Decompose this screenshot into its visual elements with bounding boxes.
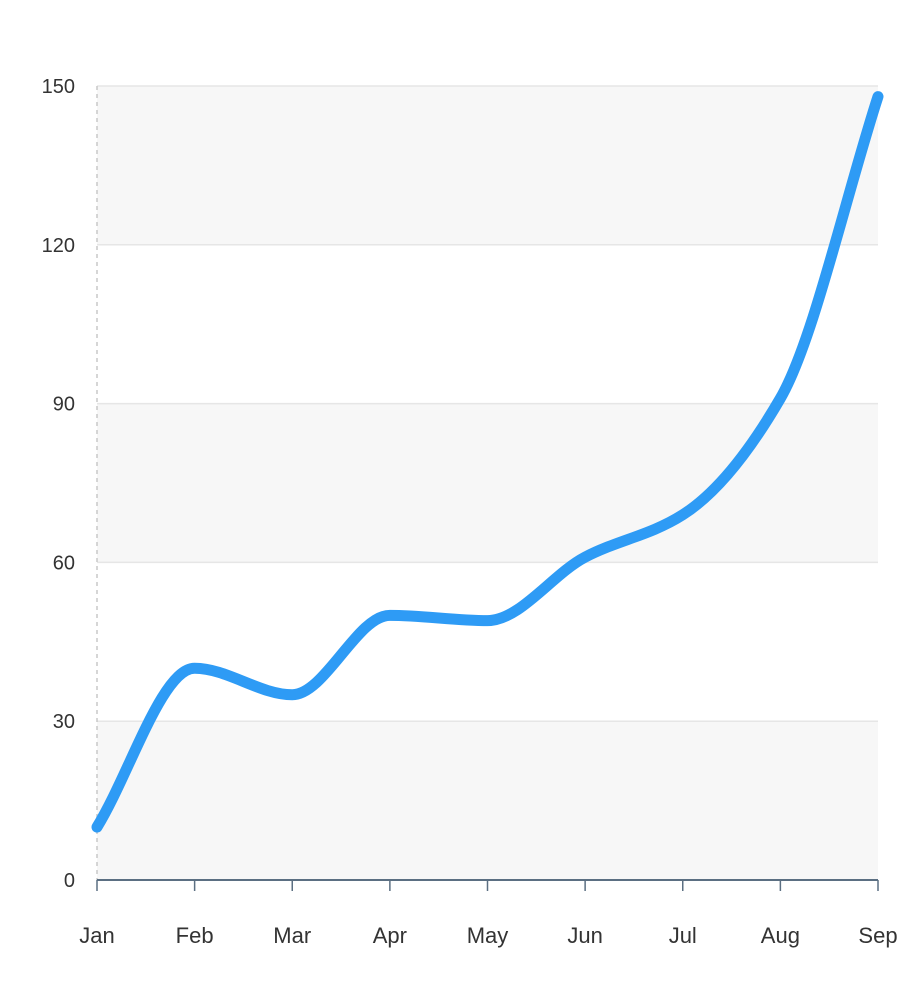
x-tick-label: Jun: [567, 923, 602, 948]
series-group: [91, 91, 884, 833]
y-tick-label: 90: [53, 394, 75, 416]
x-axis-labels: Jan Feb Mar Apr May Jun Jul Aug Sep: [79, 923, 897, 948]
x-tick-label: Mar: [273, 923, 311, 948]
x-tick-label: Sep: [858, 923, 897, 948]
data-point: [291, 694, 293, 696]
x-tick-label: Jul: [669, 923, 697, 948]
gridlines: [97, 85, 878, 722]
x-tick-label: May: [467, 923, 509, 948]
x-tick-label: Jan: [79, 923, 114, 948]
data-point: [584, 556, 586, 558]
plot-band: [97, 86, 878, 245]
y-axis-labels: 0 30 60 90 120 150: [42, 76, 75, 892]
data-point: [389, 614, 391, 616]
data-point: [779, 397, 781, 399]
y-tick-label: 30: [53, 711, 75, 733]
y-tick-label: 60: [53, 552, 75, 574]
data-point: [682, 514, 684, 516]
background-bands: [97, 86, 878, 880]
data-point: [194, 667, 196, 669]
data-point: [96, 826, 98, 828]
y-tick-label: 0: [64, 870, 75, 892]
x-tick-label: Feb: [176, 923, 214, 948]
y-tick-label: 120: [42, 235, 75, 257]
plot-band: [97, 721, 878, 880]
data-point: [487, 620, 489, 622]
x-tick-label: Apr: [373, 923, 407, 948]
plot-band: [97, 403, 878, 563]
x-axis-ticks: [96, 880, 879, 891]
data-point: [877, 96, 879, 98]
series-line: [91, 91, 884, 833]
y-tick-label: 150: [42, 76, 75, 98]
x-tick-label: Aug: [761, 923, 800, 948]
